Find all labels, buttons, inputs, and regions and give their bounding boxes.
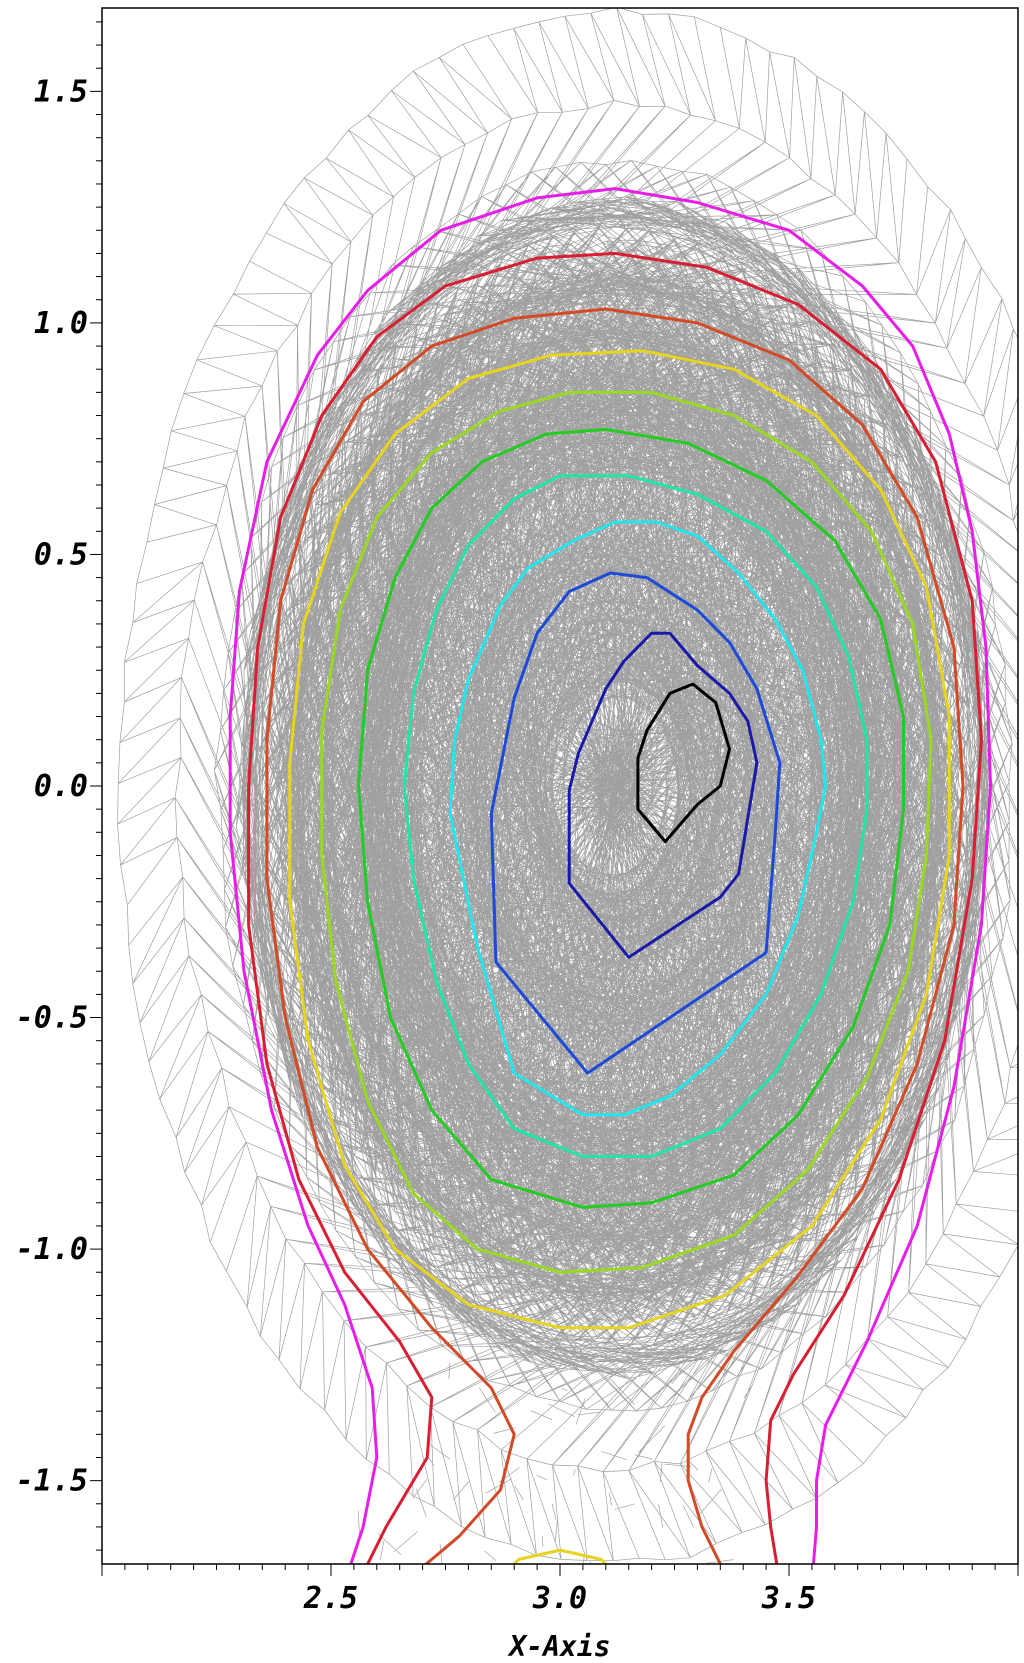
contour-line-7	[320, 390, 933, 1274]
y-tick-label: -1.0	[16, 1232, 88, 1267]
contour-line-12	[228, 187, 992, 1564]
contour-line-5	[402, 474, 869, 1158]
y-tick-label: -1.5	[16, 1464, 88, 1499]
y-tick-label: -0.5	[16, 1001, 88, 1036]
contour-line-2	[567, 631, 759, 959]
y-tick-label: 0.0	[34, 769, 88, 804]
contour-layer	[228, 187, 992, 1564]
x-tick-label: 3.0	[532, 1581, 587, 1616]
contour-line-11	[247, 251, 983, 1564]
contour-line-8	[288, 349, 951, 1330]
y-tick-label: 1.5	[34, 74, 88, 109]
mesh-lines	[117, 8, 1018, 1564]
x-tick-label: 3.5	[761, 1581, 816, 1616]
contour-line-6	[357, 427, 905, 1209]
y-tick-label: 0.5	[34, 537, 88, 572]
x-tick-label: 2.5	[303, 1581, 358, 1616]
contour-line-1	[636, 682, 731, 844]
contour-line-9	[512, 1548, 608, 1564]
contour-line-3	[489, 571, 782, 1075]
contour-line-4	[448, 520, 828, 1117]
x-axis-title: X-Axis	[507, 1630, 610, 1663]
tick-layer: 2.5 3.0 3.5 1.5 1.0 0.5 0.0 -0.5 -1.0 -1.5	[16, 21, 1019, 1616]
mesh-layer	[117, 8, 1018, 1564]
y-tick-label: 1.0	[34, 306, 88, 341]
contour-line-10	[265, 307, 965, 1564]
